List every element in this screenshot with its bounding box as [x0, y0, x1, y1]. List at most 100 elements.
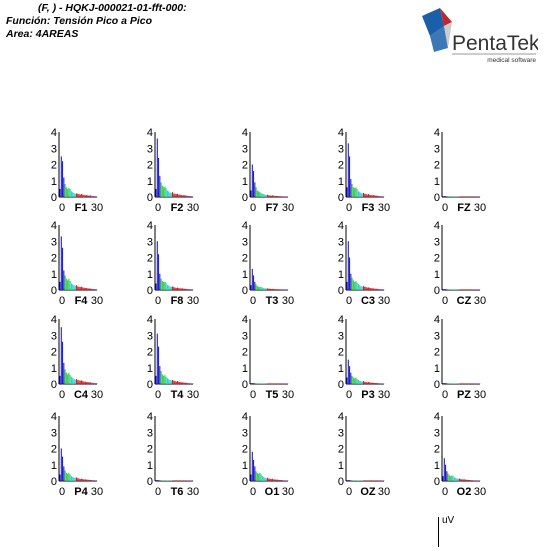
spectrum-bar	[87, 479, 89, 481]
spectrum-bar	[470, 480, 472, 481]
spectrum-bar	[374, 383, 376, 384]
spectrum-bar	[192, 289, 194, 290]
spectrum-bar	[380, 196, 382, 197]
spectrum-bar	[287, 289, 289, 290]
y-tick-label: 2	[434, 347, 440, 359]
x-tick-label: 0	[155, 202, 161, 214]
spectrum-bar	[475, 383, 477, 384]
spectrum-bar	[171, 286, 174, 291]
x-tick-label: 0	[346, 486, 352, 498]
spectrum-bar	[67, 374, 69, 384]
spectrum-bar	[448, 196, 450, 197]
spectrum-bar	[383, 196, 385, 197]
y-tick-label: 0	[242, 192, 248, 204]
y-tick-label: 3	[434, 330, 440, 342]
spectrum-bar	[347, 359, 349, 385]
spectrum-bar	[455, 477, 457, 481]
spectrum-bar	[70, 376, 72, 384]
spectrum-bar	[264, 194, 266, 197]
spectrum-bar	[443, 383, 445, 384]
spectrum-bar	[187, 480, 189, 481]
spectrum-bar	[355, 377, 357, 384]
spectrum-bar	[360, 192, 362, 197]
spectrum-bar	[69, 281, 71, 290]
y-tick-label: 3	[338, 236, 344, 248]
spectrum-bar	[96, 289, 98, 290]
spectrum-bar	[460, 383, 462, 384]
spectrum-bar	[266, 383, 269, 384]
spectrum-bar	[182, 195, 184, 198]
y-tick-label: 1	[51, 460, 57, 472]
lead-label: F1	[75, 202, 88, 214]
spectrum-bar	[378, 383, 380, 384]
spectrum-bar	[258, 286, 260, 290]
spectrum-bar	[355, 281, 357, 290]
spectrum-bar	[263, 288, 265, 290]
spectrum-bar	[379, 480, 381, 481]
spectrum-bar	[282, 196, 284, 197]
x-tick-label: 0	[442, 486, 448, 498]
spectrum-bar	[453, 383, 455, 384]
spectrum-bar	[461, 196, 463, 197]
spectrum-bar	[373, 288, 375, 291]
spectrum-bar	[171, 192, 174, 198]
spectrum-bar	[81, 194, 83, 197]
spectrum-bar	[158, 480, 160, 481]
x-tick-label: 30	[378, 295, 390, 307]
spectrum-bar	[264, 477, 266, 481]
spectrum-bar	[178, 288, 180, 290]
spectrum-bar	[178, 194, 180, 197]
y-tick-label: 4	[51, 314, 57, 326]
spectrum-bar	[174, 480, 176, 481]
spectrum-bar	[374, 288, 376, 290]
spectrum-bar	[475, 196, 477, 197]
x-tick-label: 0	[442, 202, 448, 214]
spectrum-bar	[183, 480, 185, 481]
y-tick-label: 0	[147, 285, 153, 297]
spectrum-bar	[260, 383, 262, 384]
spectrum-bar	[277, 289, 279, 290]
spectrum-bar	[255, 187, 257, 197]
y-tick-label: 2	[338, 347, 344, 359]
spectrum-bar	[93, 289, 95, 290]
spectrum-bar	[94, 383, 97, 384]
spectrum-bar	[379, 196, 381, 197]
spectrum-bar	[280, 383, 282, 384]
spectrum-bar	[279, 383, 281, 384]
x-tick-label: 30	[91, 202, 103, 214]
spectrum-bar	[63, 177, 65, 197]
y-tick-label: 0	[434, 379, 440, 391]
spectrum-bar	[79, 287, 81, 290]
x-tick-label: 0	[155, 486, 161, 498]
y-tick-label: 1	[51, 363, 57, 375]
spectrum-bar	[284, 480, 286, 481]
spectrum-bar	[179, 288, 181, 291]
spectrum-bar	[261, 193, 263, 197]
spectrum-bar	[189, 480, 191, 481]
spectrum-bar	[166, 190, 168, 197]
spectrum-bar	[185, 480, 187, 481]
spectrum-bar	[190, 480, 193, 481]
spectrum-bar	[94, 480, 97, 481]
x-tick-label: 30	[91, 486, 103, 498]
lead-label: F4	[75, 295, 89, 307]
spectrum-bar	[82, 479, 84, 481]
spectrum-bar	[180, 480, 182, 481]
x-tick-label: 0	[59, 389, 65, 401]
x-tick-label: 30	[474, 202, 486, 214]
spectrum-bar	[458, 289, 461, 290]
spectrum-bar	[375, 195, 377, 197]
spectrum-bar	[156, 333, 158, 385]
spectrum-bar	[251, 268, 253, 291]
spectrum-bar	[169, 192, 171, 197]
spectrum-bar	[280, 196, 282, 197]
spectrum-bar	[155, 375, 157, 385]
spectrum-bar	[82, 381, 84, 384]
spectrum-bar	[188, 196, 190, 197]
x-tick-label: 0	[59, 486, 65, 498]
spectrum-bar	[374, 480, 376, 481]
spectrum-bar	[159, 175, 161, 198]
